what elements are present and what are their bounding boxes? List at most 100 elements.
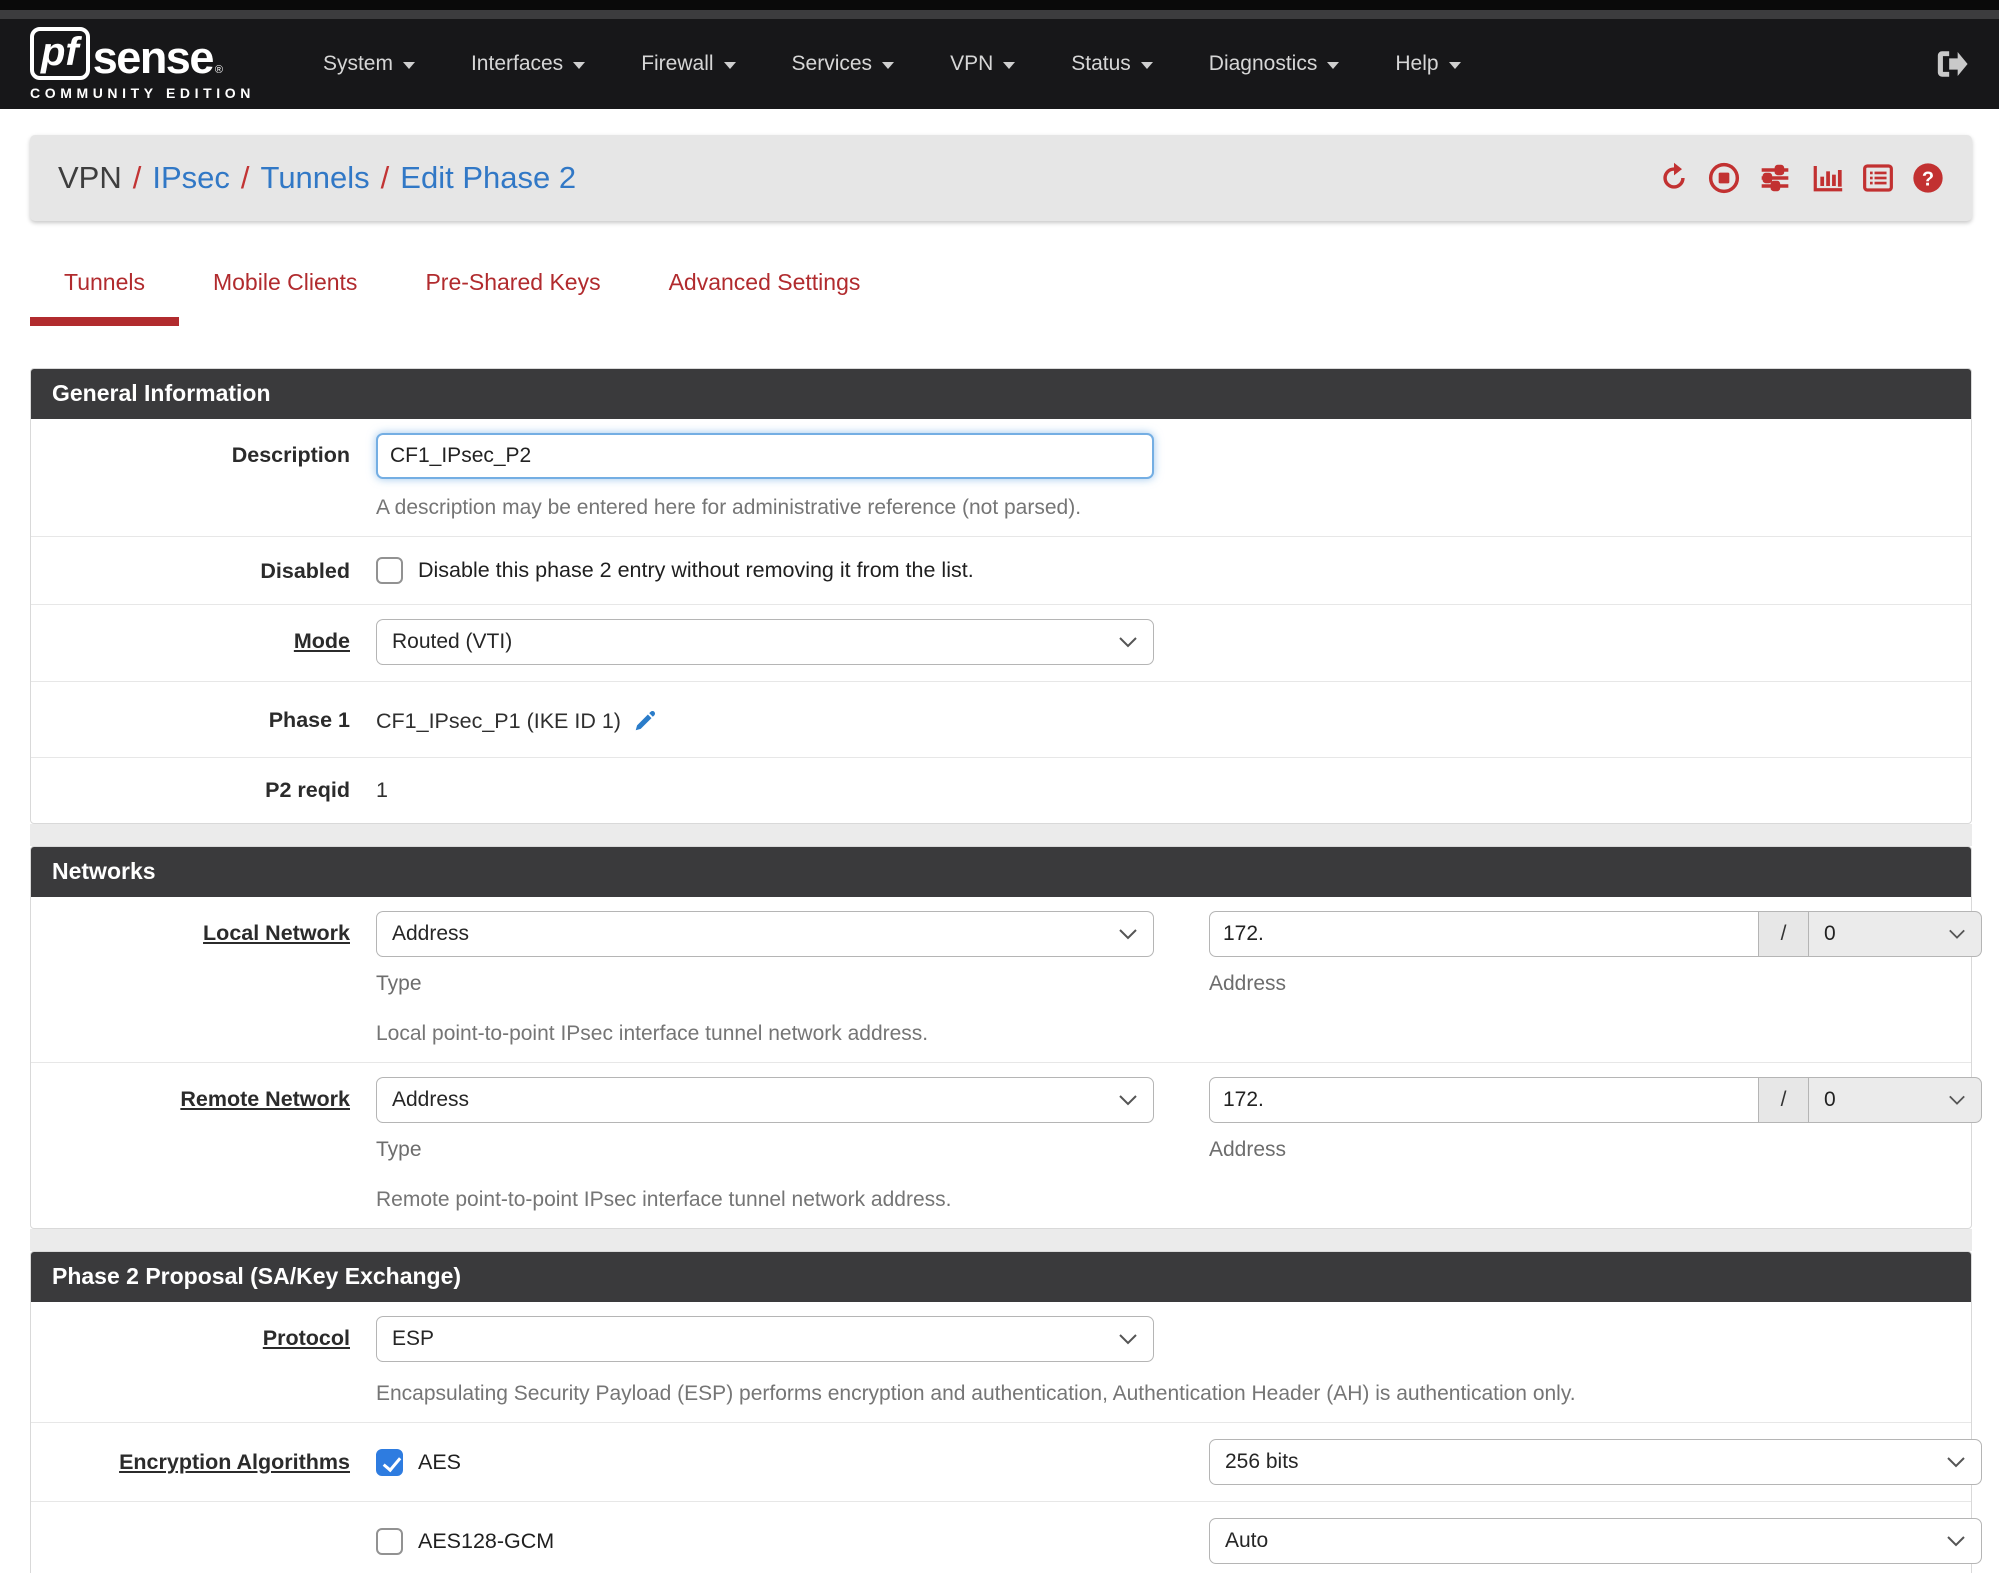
local-network-type-col: Address Type (376, 911, 1154, 996)
p2reqid-label: P2 reqid (265, 778, 350, 802)
aes-checkbox[interactable] (376, 1448, 403, 1476)
protocol-select[interactable]: ESP (376, 1316, 1154, 1362)
protocol-row: Protocol ESP Encapsulating Security Payl… (31, 1302, 1971, 1423)
panel-gap (30, 824, 1972, 846)
panel-title: General Information (31, 369, 1971, 419)
local-network-address-input[interactable] (1209, 911, 1759, 957)
remote-network-mask-select[interactable]: 0 (1809, 1077, 1982, 1123)
description-input[interactable] (376, 433, 1154, 479)
protocol-control: ESP Encapsulating Security Payload (ESP)… (376, 1316, 1971, 1406)
panel-title: Networks (31, 847, 1971, 897)
breadcrumb-separator: / (240, 160, 250, 195)
breadcrumb-separator: / (380, 160, 390, 195)
local-network-row: Local Network Address Type / (31, 897, 1982, 1063)
encryption-algorithms-label: Encryption Algorithms (119, 1450, 350, 1474)
local-network-cols: Address Type / 0 (376, 911, 1982, 996)
log-icon[interactable] (1862, 162, 1894, 194)
menu-diagnostics[interactable]: Diagnostics (1181, 52, 1368, 76)
local-network-type-select[interactable]: Address (376, 911, 1154, 957)
local-network-help: Local point-to-point IPsec interface tun… (376, 1022, 929, 1045)
bar-chart-icon[interactable] (1810, 162, 1844, 194)
menu-firewall-label: Firewall (641, 52, 714, 75)
local-network-control: Address Type / 0 (376, 911, 1999, 1046)
remote-network-type-select[interactable]: Address (376, 1077, 1154, 1123)
aes128gcm-checkbox[interactable] (376, 1527, 403, 1555)
tab-bar: Tunnels Mobile Clients Pre-Shared Keys A… (30, 261, 1969, 326)
sign-out-icon[interactable] (1935, 48, 1969, 80)
chevron-down-icon (1946, 1456, 1966, 1468)
description-help: A description may be entered here for ad… (376, 496, 1082, 519)
stop-circle-icon[interactable] (1708, 162, 1740, 194)
sliders-icon[interactable] (1758, 162, 1792, 194)
refresh-icon[interactable] (1658, 162, 1690, 194)
pencil-icon[interactable] (631, 708, 658, 735)
tab-tunnels[interactable]: Tunnels (30, 261, 179, 326)
menu-services[interactable]: Services (764, 52, 923, 76)
aes-bits-select[interactable]: 256 bits (1209, 1439, 1982, 1485)
breadcrumb-link-tunnels[interactable]: Tunnels (260, 160, 370, 195)
phase1-label: Phase 1 (268, 708, 350, 732)
chevron-down-icon (573, 62, 586, 69)
remote-network-control: Address Type / 0 (376, 1077, 1999, 1212)
remote-network-row: Remote Network Address Type / (31, 1063, 1982, 1228)
disabled-checkbox[interactable] (376, 557, 403, 584)
remote-network-address-input[interactable] (1209, 1077, 1759, 1123)
local-network-mask-select[interactable]: 0 (1809, 911, 1982, 957)
remote-network-type-value: Address (392, 1088, 470, 1111)
mode-select[interactable]: Routed (VTI) (376, 619, 1154, 665)
menu-diagnostics-label: Diagnostics (1208, 52, 1318, 75)
menu-vpn[interactable]: VPN (922, 52, 1043, 76)
remote-network-address-group: / 0 (1209, 1077, 1982, 1123)
remote-network-type-caption: Type (376, 1138, 422, 1161)
aes128gcm-bits-select[interactable]: Auto (1209, 1518, 1982, 1564)
aes128gcm-checkbox-col: AES128-GCM (376, 1527, 1154, 1555)
disabled-checkbox-label: Disable this phase 2 entry without remov… (418, 558, 974, 582)
p2reqid-value: 1 (376, 778, 388, 802)
local-network-address-group: / 0 (1209, 911, 1982, 957)
help-icon[interactable]: ? (1912, 162, 1944, 194)
menu-system-label: System (322, 52, 393, 75)
tab-mobile-clients-label: Mobile Clients (212, 269, 358, 295)
menu-firewall[interactable]: Firewall (613, 52, 763, 76)
menu-status-label: Status (1071, 52, 1131, 75)
protocol-label: Protocol (262, 1326, 350, 1350)
menu-system[interactable]: System (295, 52, 443, 76)
chevron-down-icon (1140, 62, 1153, 69)
mode-select-value: Routed (VTI) (392, 630, 513, 653)
aes-bits-value: 256 bits (1225, 1450, 1299, 1473)
chevron-down-icon (1118, 636, 1138, 648)
tab-mobile-clients[interactable]: Mobile Clients (179, 261, 391, 326)
chevron-down-icon (1448, 62, 1461, 69)
pf-logo-box: pf (30, 27, 90, 80)
phase1-row: Phase 1 CF1_IPsec_P1 (IKE ID 1) (31, 682, 1971, 758)
pfsense-logo[interactable]: pf sense ® COMMUNITY EDITION (30, 27, 255, 101)
disabled-control: Disable this phase 2 entry without remov… (376, 557, 1971, 584)
networks-panel: Networks Local Network Address Type (30, 846, 1982, 1229)
chevron-down-icon (723, 62, 736, 69)
description-control: A description may be entered here for ad… (376, 433, 1971, 520)
breadcrumb-link-ipsec[interactable]: IPsec (152, 160, 230, 195)
breadcrumb: VPN / IPsec / Tunnels / Edit Phase 2 (58, 160, 576, 196)
phase1-control: CF1_IPsec_P1 (IKE ID 1) (376, 702, 1971, 735)
remote-network-label: Remote Network (180, 1087, 350, 1111)
aes-checkbox-row: AES (376, 1448, 1154, 1476)
menu-status[interactable]: Status (1043, 52, 1181, 76)
tab-advanced-settings[interactable]: Advanced Settings (635, 261, 895, 326)
tab-advanced-settings-label: Advanced Settings (668, 269, 861, 295)
phase1-value-line: CF1_IPsec_P1 (IKE ID 1) (376, 702, 1944, 735)
local-network-address-col: / 0 Address (1209, 911, 1982, 996)
breadcrumb-section: VPN (58, 160, 122, 195)
menu-interfaces[interactable]: Interfaces (443, 52, 613, 76)
description-row: Description A description may be entered… (31, 419, 1971, 537)
chevron-down-icon (402, 62, 415, 69)
aes128gcm-bits-value: Auto (1225, 1529, 1269, 1552)
breadcrumb-link-edit-phase2[interactable]: Edit Phase 2 (400, 160, 577, 195)
chevron-down-icon (1003, 62, 1016, 69)
tab-pre-shared-keys[interactable]: Pre-Shared Keys (391, 261, 634, 326)
aes128gcm-bits-col: Auto (1209, 1518, 1982, 1564)
chevron-down-icon (882, 62, 895, 69)
local-network-label: Local Network (203, 921, 350, 945)
local-network-address-caption: Address (1209, 972, 1287, 995)
menu-help[interactable]: Help (1367, 52, 1488, 76)
remote-network-address-col: / 0 Address (1209, 1077, 1982, 1162)
